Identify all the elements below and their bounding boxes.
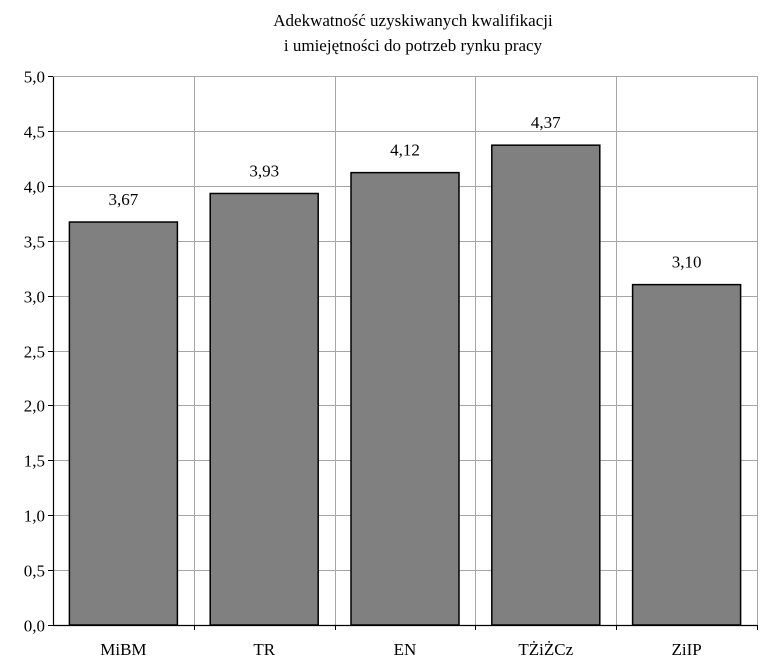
y-tick-label: 5,0: [24, 68, 45, 87]
y-tick-label: 2,5: [24, 343, 45, 362]
data-label: 3,67: [109, 190, 139, 209]
data-label: 3,10: [672, 253, 702, 272]
bar-en: [350, 171, 460, 626]
x-category-label: TR: [253, 640, 275, 659]
bar-mibm: [68, 221, 179, 626]
y-tick-label: 0,0: [24, 617, 45, 636]
data-label: 4,37: [531, 113, 561, 132]
bar-tżiżcz: [491, 144, 601, 626]
chart-title-line-1: Adekwatność uzyskiwanych kwalifikacji: [273, 11, 553, 30]
data-label: 4,12: [390, 141, 420, 160]
x-category-label: EN: [394, 640, 417, 659]
bar-tr: [209, 192, 319, 626]
x-category-label: MiBM: [100, 640, 146, 659]
data-label: 3,93: [249, 161, 279, 180]
y-tick-label: 2,0: [24, 397, 45, 416]
y-tick-label: 1,0: [24, 507, 45, 526]
x-category-label: TŻiŻCz: [518, 640, 573, 659]
bar-ziip: [631, 283, 742, 626]
y-tick-label: 0,5: [24, 562, 45, 581]
axes: [48, 76, 758, 630]
x-category-label: ZiIP: [671, 640, 701, 659]
chart-title-line-2: i umiejętności do potrzeb rynku pracy: [284, 36, 543, 55]
y-tick-label: 3,0: [24, 288, 45, 307]
y-tick-label: 4,5: [24, 123, 45, 142]
bars: [68, 144, 742, 626]
y-tick-label: 4,0: [24, 178, 45, 197]
labels: 0,0 0,5 1,0 1,5 2,0 2,5 3,0 3,5 4,0 4,5 5,0 3,67 MiB…: [24, 68, 702, 660]
y-tick-label: 3,5: [24, 233, 45, 252]
y-tick-label: 1,5: [24, 452, 45, 471]
